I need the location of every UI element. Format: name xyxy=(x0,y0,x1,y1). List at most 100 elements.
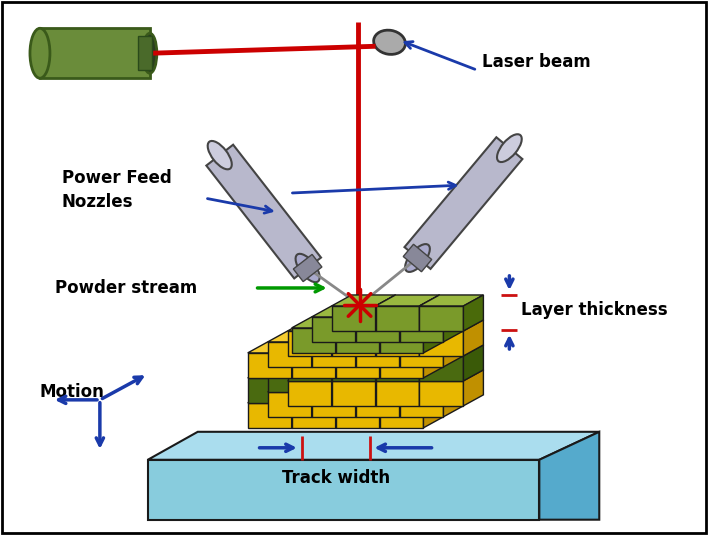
Polygon shape xyxy=(335,328,379,353)
Polygon shape xyxy=(288,370,352,381)
Polygon shape xyxy=(376,320,440,331)
Polygon shape xyxy=(464,320,484,356)
Polygon shape xyxy=(332,320,396,331)
Polygon shape xyxy=(312,331,332,367)
Polygon shape xyxy=(376,345,396,381)
Polygon shape xyxy=(420,320,440,356)
Polygon shape xyxy=(332,295,396,306)
Polygon shape xyxy=(420,295,484,306)
Polygon shape xyxy=(247,353,291,378)
Polygon shape xyxy=(312,356,376,367)
Polygon shape xyxy=(376,320,396,356)
Polygon shape xyxy=(443,331,464,367)
Polygon shape xyxy=(268,342,312,367)
Polygon shape xyxy=(540,432,599,519)
Polygon shape xyxy=(291,317,356,328)
Polygon shape xyxy=(40,28,150,78)
Polygon shape xyxy=(399,356,420,392)
Polygon shape xyxy=(356,367,399,392)
Text: Motion: Motion xyxy=(40,383,105,401)
Polygon shape xyxy=(420,320,484,331)
Polygon shape xyxy=(423,342,443,378)
Polygon shape xyxy=(399,342,443,367)
Ellipse shape xyxy=(30,28,50,78)
Polygon shape xyxy=(335,317,399,328)
Polygon shape xyxy=(332,320,352,356)
Polygon shape xyxy=(335,367,399,378)
Ellipse shape xyxy=(208,141,232,170)
Ellipse shape xyxy=(405,244,430,272)
Polygon shape xyxy=(356,342,399,367)
Polygon shape xyxy=(335,317,356,353)
Polygon shape xyxy=(464,295,484,331)
Text: Powder stream: Powder stream xyxy=(55,279,197,297)
Polygon shape xyxy=(379,367,399,403)
Polygon shape xyxy=(443,356,464,392)
Polygon shape xyxy=(312,356,332,392)
Polygon shape xyxy=(356,331,376,367)
Polygon shape xyxy=(335,378,379,403)
Polygon shape xyxy=(420,306,464,331)
Polygon shape xyxy=(268,381,332,392)
Text: Track width: Track width xyxy=(281,469,390,487)
Polygon shape xyxy=(332,370,352,406)
Polygon shape xyxy=(376,345,440,356)
Polygon shape xyxy=(420,331,464,356)
Polygon shape xyxy=(291,353,335,378)
Polygon shape xyxy=(403,244,432,272)
Polygon shape xyxy=(332,381,376,406)
Polygon shape xyxy=(247,367,312,378)
Text: Power Feed
Nozzles: Power Feed Nozzles xyxy=(62,169,172,211)
Polygon shape xyxy=(312,381,376,392)
Polygon shape xyxy=(138,36,152,70)
Polygon shape xyxy=(379,392,399,428)
Polygon shape xyxy=(420,370,484,381)
Polygon shape xyxy=(332,370,396,381)
Polygon shape xyxy=(379,328,423,353)
Text: Layer thickness: Layer thickness xyxy=(521,301,668,319)
Polygon shape xyxy=(291,342,312,378)
Polygon shape xyxy=(332,345,396,356)
Polygon shape xyxy=(399,356,464,367)
Polygon shape xyxy=(379,392,443,403)
Polygon shape xyxy=(379,317,399,353)
Polygon shape xyxy=(291,392,356,403)
Polygon shape xyxy=(291,392,312,428)
Polygon shape xyxy=(420,370,440,406)
Polygon shape xyxy=(356,392,399,417)
Polygon shape xyxy=(288,320,352,331)
Polygon shape xyxy=(332,345,352,381)
Ellipse shape xyxy=(374,30,406,55)
Text: Laser beam: Laser beam xyxy=(482,54,591,71)
Polygon shape xyxy=(379,353,423,378)
Polygon shape xyxy=(356,381,420,392)
Polygon shape xyxy=(399,367,443,392)
Polygon shape xyxy=(356,317,399,342)
Polygon shape xyxy=(312,331,376,342)
Polygon shape xyxy=(291,378,335,403)
Polygon shape xyxy=(379,317,443,328)
Polygon shape xyxy=(420,381,464,406)
Polygon shape xyxy=(291,328,335,353)
Polygon shape xyxy=(379,378,423,403)
Polygon shape xyxy=(268,367,312,392)
Polygon shape xyxy=(288,356,332,381)
Polygon shape xyxy=(376,370,440,381)
Polygon shape xyxy=(399,306,464,317)
Polygon shape xyxy=(268,392,312,417)
Polygon shape xyxy=(376,381,420,406)
Polygon shape xyxy=(399,331,420,367)
Polygon shape xyxy=(206,144,321,278)
Polygon shape xyxy=(379,367,443,378)
Polygon shape xyxy=(399,331,464,342)
Polygon shape xyxy=(376,295,396,331)
Polygon shape xyxy=(443,381,464,417)
Polygon shape xyxy=(404,137,523,269)
Polygon shape xyxy=(247,378,291,403)
Polygon shape xyxy=(376,331,420,356)
Polygon shape xyxy=(268,356,332,367)
Polygon shape xyxy=(312,381,332,417)
Polygon shape xyxy=(420,345,440,381)
Polygon shape xyxy=(399,381,464,392)
Polygon shape xyxy=(312,317,356,342)
